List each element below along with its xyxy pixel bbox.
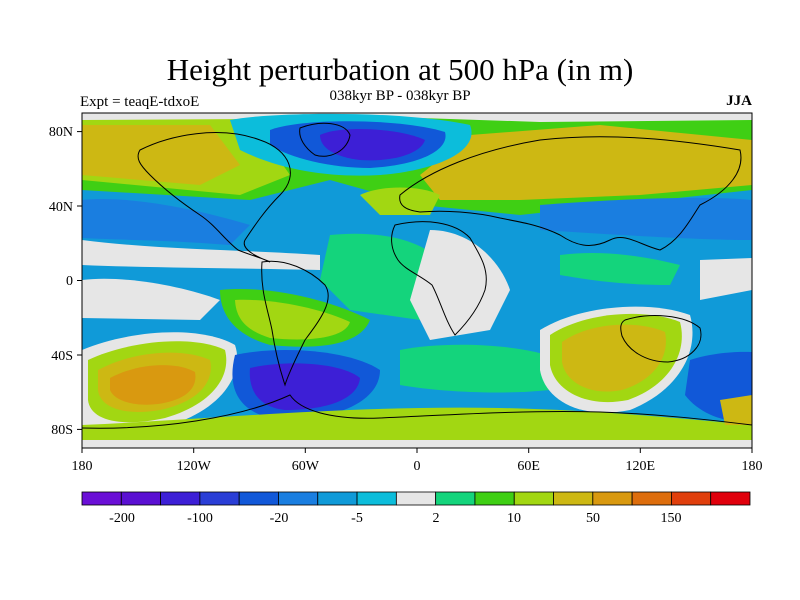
colorbar-swatch	[671, 491, 712, 506]
contour-region	[420, 125, 752, 200]
colorbar-swatch	[474, 491, 515, 506]
colorbar-swatch	[81, 491, 122, 506]
contour-region	[110, 365, 196, 405]
y-tick-labels: 80N 40N 0 40S 80S	[49, 125, 73, 438]
y-tick-label: 80S	[51, 423, 73, 438]
coastline-africa	[391, 221, 487, 336]
contour-region	[82, 199, 250, 245]
colorbar-labels: -200 -100 -20 -5 2 10 50 150	[109, 511, 681, 526]
colorbar-swatch	[513, 491, 554, 506]
x-tick-labels: 180 120W 60W 0 60E 120E 180	[72, 459, 763, 474]
contour-region	[562, 324, 666, 392]
colorbar-swatch	[710, 491, 751, 506]
coastline-antarctica	[82, 394, 752, 429]
x-tick-label: 120W	[177, 459, 212, 474]
contour-region	[82, 440, 752, 448]
contour-field	[82, 113, 752, 448]
contour-region	[700, 258, 752, 300]
season-label: JJA	[726, 93, 752, 109]
colorbar-swatch	[238, 491, 279, 506]
y-tick-label: 80N	[49, 125, 73, 140]
contour-region	[235, 299, 350, 340]
map-title: Height perturbation at 500 hPa (in m)	[166, 52, 634, 87]
contour-region	[410, 230, 510, 340]
contour-region	[560, 253, 680, 285]
colorbar-label: -20	[270, 511, 289, 526]
contour-region	[720, 395, 752, 425]
x-tick-label: 0	[414, 459, 421, 474]
colorbar-swatch	[395, 491, 437, 506]
x-tick-label: 180	[742, 459, 763, 474]
contour-region	[320, 128, 425, 161]
contour-region	[82, 240, 320, 270]
colorbar-swatch	[317, 491, 358, 506]
map-subtitle: 038kyr BP - 038kyr BP	[329, 88, 471, 104]
x-tick-label: 180	[72, 459, 93, 474]
coastline-greenland	[299, 122, 351, 157]
tick-marks	[77, 131, 753, 453]
colorbar-label: 10	[507, 511, 521, 526]
coastline-north-america	[137, 132, 291, 263]
colorbar-label: -100	[187, 511, 213, 526]
y-tick-label: 40S	[51, 349, 73, 364]
colorbar	[81, 491, 751, 506]
colorbar-label: -5	[351, 511, 363, 526]
contour-region	[82, 125, 240, 185]
colorbar-swatch	[592, 491, 633, 506]
contour-region	[320, 233, 440, 320]
contour-region	[82, 407, 752, 448]
colorbar-swatch	[631, 491, 672, 506]
x-tick-label: 60E	[517, 459, 540, 474]
colorbar-swatch	[199, 491, 240, 506]
colorbar-swatch	[356, 491, 397, 506]
contour-region	[400, 344, 560, 393]
colorbar-label: 150	[661, 511, 682, 526]
experiment-label: Expt = teaqE-tdxoE	[80, 94, 200, 110]
contour-region	[82, 278, 220, 320]
colorbar-label: 2	[433, 511, 440, 526]
coastline-south-america	[261, 260, 329, 387]
x-tick-label: 60W	[292, 459, 320, 474]
colorbar-label: 50	[586, 511, 600, 526]
coastline-australia	[620, 315, 702, 363]
colorbar-swatch	[553, 491, 594, 506]
y-tick-label: 0	[66, 274, 73, 289]
colorbar-label: -200	[109, 511, 135, 526]
contour-region	[249, 363, 360, 410]
colorbar-swatch	[278, 491, 319, 506]
colorbar-swatch	[160, 491, 201, 506]
y-tick-label: 40N	[49, 200, 73, 215]
x-tick-label: 120E	[626, 459, 656, 474]
contour-region	[540, 197, 752, 240]
coastline-eurasia	[399, 136, 742, 251]
coastlines	[82, 122, 752, 429]
colorbar-swatch	[120, 491, 161, 506]
colorbar-swatch	[435, 491, 476, 506]
